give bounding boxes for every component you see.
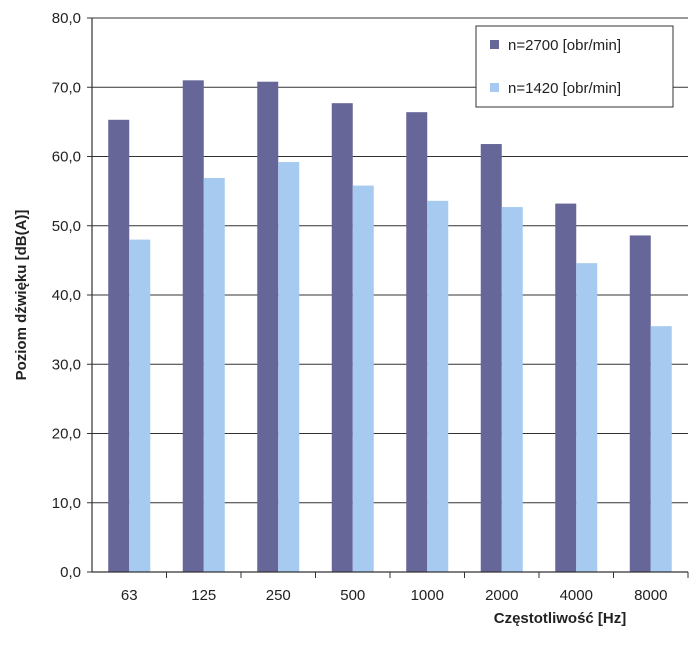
bar-n2700-1000 — [406, 112, 428, 573]
legend-label-n2700: n=2700 [obr/min] — [508, 37, 621, 54]
bar-n2700-250 — [257, 81, 279, 573]
bar-n1420-125 — [203, 177, 225, 572]
bars — [108, 80, 672, 573]
bar-n1420-4000 — [576, 263, 598, 572]
x-tick-label: 8000 — [634, 587, 667, 604]
y-tick-label: 70,0 — [52, 79, 81, 96]
y-tick-label: 80,0 — [52, 10, 81, 27]
x-tick-label: 4000 — [560, 587, 593, 604]
bar-n1420-2000 — [501, 207, 523, 573]
x-tick-label: 1000 — [411, 587, 444, 604]
bar-n1420-63 — [129, 239, 151, 572]
y-tick-label: 20,0 — [52, 426, 81, 443]
legend-swatch-n1420 — [490, 83, 499, 92]
x-axis-title: Częstotliwość [Hz] — [494, 610, 627, 627]
y-tick-label: 0,0 — [60, 564, 81, 581]
y-tick-label: 40,0 — [52, 287, 81, 304]
bar-n2700-8000 — [629, 235, 651, 572]
y-tick-label: 50,0 — [52, 218, 81, 235]
x-tick-labels: 63 125 250 500 1000 2000 4000 8000 — [121, 572, 689, 604]
y-axis-title: Poziom dźwięku [dB(A)] — [13, 210, 30, 381]
y-tick-label: 10,0 — [52, 495, 81, 512]
x-tick-label: 125 — [191, 587, 216, 604]
bar-n2700-4000 — [555, 203, 577, 572]
x-tick-label: 250 — [266, 587, 291, 604]
x-tick-label: 63 — [121, 587, 138, 604]
bar-n2700-2000 — [480, 144, 502, 572]
y-tick-labels: 0,0 10,0 20,0 30,0 40,0 50,0 60,0 70,0 80,0 — [52, 10, 92, 581]
x-tick-label: 500 — [340, 587, 365, 604]
bar-n1420-500 — [352, 185, 374, 572]
bar-n2700-500 — [331, 103, 353, 573]
bar-n1420-8000 — [650, 326, 672, 572]
x-tick-label: 2000 — [485, 587, 518, 604]
legend: n=2700 [obr/min] n=1420 [obr/min] — [475, 25, 674, 108]
y-tick-label: 30,0 — [52, 356, 81, 373]
y-tick-label: 60,0 — [52, 149, 81, 166]
legend-swatch-n2700 — [490, 40, 499, 49]
bar-n1420-250 — [278, 162, 300, 573]
legend-label-n1420: n=1420 [obr/min] — [508, 80, 621, 97]
bar-n2700-125 — [182, 80, 204, 572]
bar-n2700-63 — [108, 119, 130, 573]
legend-box — [475, 25, 674, 108]
bar-n1420-1000 — [427, 200, 449, 572]
